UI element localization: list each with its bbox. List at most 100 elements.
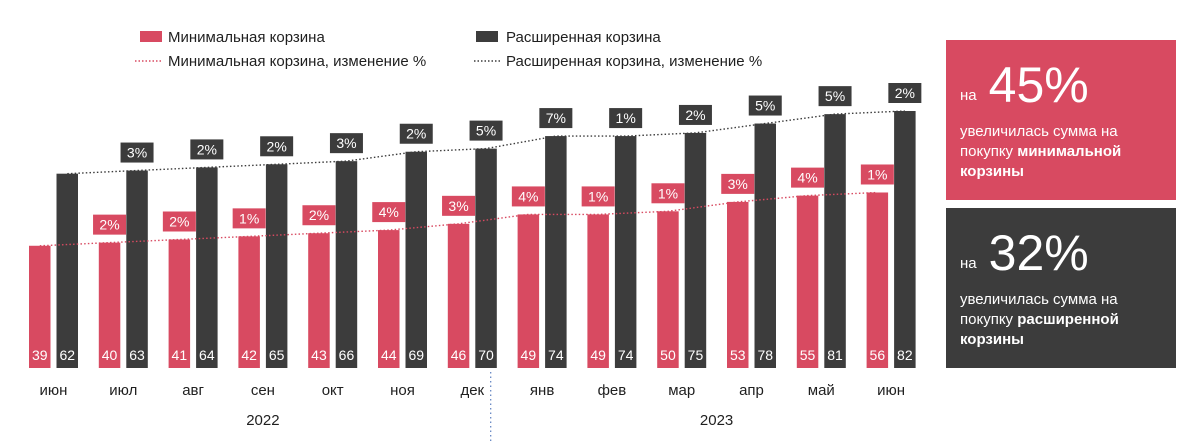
bar-min-value-3: 42	[241, 347, 257, 363]
bar-min-4	[308, 233, 330, 368]
month-label-4: окт	[322, 382, 344, 399]
change-ext-11-bg	[818, 86, 852, 107]
change-min-6: 3%	[448, 198, 468, 214]
summary-card-ext: на 32% увеличилась сумма на покупку расш…	[946, 208, 1176, 368]
bar-ext-1	[126, 170, 148, 368]
month-label-2: авг	[182, 382, 204, 399]
change-ext-7-bg	[539, 108, 573, 129]
trend-line-ext	[67, 110, 905, 175]
change-min-11-bg	[791, 167, 825, 188]
change-ext-3-bg	[260, 136, 294, 157]
bar-ext-value-1: 63	[129, 347, 145, 363]
bar-min-value-12: 56	[870, 347, 886, 363]
change-ext-1-bg	[120, 142, 154, 163]
chart-marks: 39 62 июн 40 63 июл 41 64 авг 42 65 сен 43 66 окт 44 69 н…	[29, 83, 922, 442]
change-min-5: 4%	[379, 204, 399, 220]
bar-min-6	[447, 223, 470, 368]
change-min-7-bg	[511, 186, 545, 207]
change-ext-9-bg	[678, 104, 712, 125]
bar-ext-2	[196, 167, 218, 368]
bar-ext-value-4: 66	[339, 347, 355, 363]
bar-min-value-8: 49	[590, 347, 606, 363]
change-ext-5: 2%	[406, 126, 426, 142]
change-min-1-bg	[93, 214, 127, 235]
change-min-10: 3%	[728, 176, 748, 192]
bar-min-12	[866, 192, 889, 368]
card-min-prefix: на	[960, 87, 977, 104]
bar-min-7	[517, 214, 540, 368]
change-ext-6-bg	[469, 120, 503, 141]
change-min-3: 1%	[239, 210, 259, 226]
bar-ext-9	[684, 132, 707, 368]
change-min-4: 2%	[309, 207, 329, 223]
card-min-description: увеличилась сумма на покупку минимальной…	[960, 122, 1162, 182]
bar-min-3	[238, 236, 260, 368]
change-ext-4: 3%	[336, 135, 356, 151]
legend-label-ext: Расширенная корзина	[506, 29, 661, 46]
change-min-12-bg	[860, 164, 894, 185]
month-label-0: июн	[40, 382, 68, 399]
bar-min-value-7: 49	[521, 347, 537, 363]
month-label-3: сен	[251, 382, 275, 399]
bar-ext-value-2: 64	[199, 347, 215, 363]
bar-ext-value-5: 69	[408, 347, 424, 363]
bar-min-1	[98, 242, 121, 368]
change-ext-2-bg	[190, 139, 224, 160]
legend: Минимальная корзина Расширенная корзина …	[135, 29, 762, 70]
year-label-1: 2023	[700, 412, 733, 429]
bar-min-0	[29, 245, 51, 368]
month-label-7: янв	[530, 382, 554, 399]
bar-ext-5	[405, 151, 427, 368]
legend-label-trend-min: Минимальная корзина, изменение %	[168, 53, 426, 70]
change-ext-7: 7%	[546, 110, 566, 126]
change-ext-12-bg	[888, 83, 922, 103]
change-ext-8: 1%	[616, 110, 636, 126]
bar-min-value-2: 41	[172, 347, 188, 363]
bar-min-8	[587, 214, 609, 368]
card-ext-value: 32%	[988, 225, 1089, 281]
legend-label-trend-ext: Расширенная корзина, изменение %	[506, 53, 762, 70]
change-ext-2: 2%	[197, 141, 217, 157]
bar-ext-value-0: 62	[59, 347, 75, 363]
bar-ext-10	[754, 123, 776, 368]
change-ext-8-bg	[609, 108, 643, 129]
bar-ext-value-9: 75	[688, 347, 704, 363]
bar-ext-6	[475, 148, 497, 368]
bar-ext-12	[894, 111, 916, 368]
bar-ext-7	[545, 136, 567, 368]
bar-min-10	[727, 201, 749, 368]
change-ext-11: 5%	[825, 88, 845, 104]
change-ext-6: 5%	[476, 123, 496, 139]
bar-ext-value-11: 81	[827, 347, 843, 363]
month-label-10: апр	[739, 382, 764, 399]
legend-swatch-ext	[476, 31, 498, 42]
change-min-6-bg	[442, 195, 476, 216]
legend-swatch-min	[140, 31, 162, 42]
month-label-9: мар	[668, 382, 695, 399]
bar-min-value-9: 50	[660, 347, 676, 363]
bar-ext-value-10: 78	[757, 347, 773, 363]
change-min-12: 1%	[867, 166, 887, 182]
card-min-value: 45%	[988, 57, 1089, 113]
bar-min-value-10: 53	[730, 347, 746, 363]
change-min-9: 1%	[658, 185, 678, 201]
year-label-0: 2022	[246, 412, 279, 429]
change-min-2: 2%	[169, 214, 189, 230]
bar-min-value-11: 55	[800, 347, 816, 363]
basket-chart: Минимальная корзина Расширенная корзина …	[29, 29, 922, 442]
summary-card-min: на 45% увеличилась сумма на покупку мини…	[946, 40, 1176, 200]
card-ext-description: увеличилась сумма на покупку расширенной…	[960, 290, 1162, 350]
change-ext-4-bg	[329, 133, 363, 154]
bar-ext-value-3: 65	[269, 347, 285, 363]
bar-min-value-0: 39	[32, 347, 48, 363]
month-label-6: дек	[460, 382, 484, 399]
month-label-12: июн	[877, 382, 905, 399]
bar-ext-0	[56, 173, 78, 368]
change-min-7: 4%	[518, 188, 538, 204]
change-ext-12: 2%	[895, 85, 915, 101]
bar-ext-value-6: 70	[478, 347, 494, 363]
change-min-5-bg	[372, 202, 406, 223]
bar-ext-8	[614, 136, 637, 368]
month-label-8: фев	[598, 382, 627, 399]
change-min-8-bg	[581, 186, 615, 207]
